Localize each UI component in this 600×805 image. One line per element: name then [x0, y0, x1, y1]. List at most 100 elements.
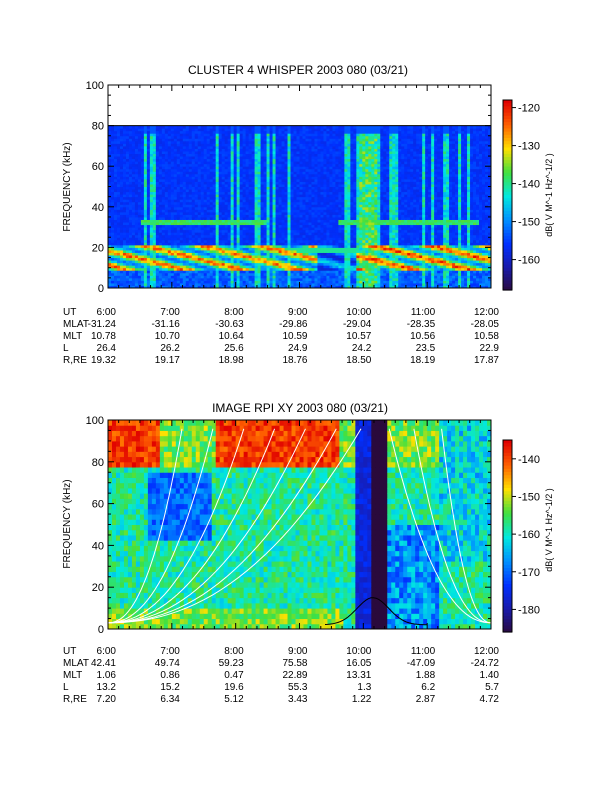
- spectrogram-cell: [137, 204, 142, 208]
- spectrogram-cell: [290, 158, 295, 162]
- spectrogram-cell: [242, 244, 247, 248]
- spectrogram-cell: [233, 249, 238, 253]
- spectrogram-cell: [167, 171, 172, 175]
- spectrogram-cell: [269, 178, 274, 182]
- spectrogram-cell: [221, 130, 226, 134]
- spectrogram-cell: [122, 199, 127, 203]
- spectrogram-cell: [125, 166, 130, 170]
- spectrogram-cell: [137, 282, 142, 286]
- spectrogram-cell: [158, 242, 163, 246]
- spectrogram-cell: [242, 181, 247, 185]
- spectrogram-cell: [131, 161, 136, 165]
- spectrogram-cell: [116, 183, 121, 187]
- spectrogram-cell: [155, 262, 160, 266]
- spectrogram-cell: [194, 125, 199, 129]
- spectrogram-cell: [143, 219, 148, 223]
- spectrogram-cell: [158, 229, 163, 233]
- spectrogram-cell: [122, 201, 127, 205]
- spectrogram-cell: [173, 204, 178, 208]
- spectrogram-cell: [125, 232, 130, 236]
- spectrogram-cell: [245, 267, 250, 271]
- spectrogram-cell: [122, 262, 127, 266]
- spectrogram-cell: [296, 229, 300, 233]
- spectrogram-cell: [215, 255, 220, 259]
- spectrogram-cell: [188, 168, 193, 172]
- spectrogram-cell: [131, 163, 136, 167]
- spectrogram-cell: [212, 133, 217, 137]
- spectrogram-cell: [110, 125, 115, 129]
- spectrogram-cell: [224, 140, 229, 144]
- spectrogram-cell: [125, 244, 130, 248]
- spectrogram-cell: [122, 196, 127, 200]
- spectrogram-cell: [119, 227, 124, 231]
- spectrogram-cell: [293, 168, 298, 172]
- spectrogram-cell: [242, 130, 247, 134]
- spectrogram-cell: [248, 163, 253, 167]
- spectrogram-cell: [200, 191, 205, 195]
- spectrogram-cell: [197, 211, 202, 215]
- spectrogram-cell: [182, 186, 187, 190]
- spectrogram-cell: [158, 232, 163, 236]
- spectrogram-cell: [161, 173, 166, 177]
- spectrogram-cell: [266, 285, 271, 289]
- spectrogram-cell: [203, 239, 208, 243]
- spectrogram-cell: [245, 265, 250, 269]
- spectrogram-cell: [224, 158, 229, 162]
- spectrogram-cell: [200, 166, 205, 170]
- spectrogram-cell: [218, 189, 223, 193]
- spectrogram-cell: [248, 166, 253, 170]
- spectrogram-cell: [140, 234, 145, 238]
- spectrogram-cell: [263, 156, 268, 160]
- spectrogram-cell: [155, 206, 160, 210]
- spectrogram-cell: [125, 285, 130, 289]
- spectrogram-cell: [212, 227, 217, 231]
- spectrogram-cell: [173, 133, 178, 137]
- spectrogram-cell: [194, 156, 199, 160]
- spectrogram-cell: [233, 153, 238, 157]
- spectrogram-cell: [188, 204, 193, 208]
- spectrogram-cell: [275, 255, 280, 259]
- spectrogram-cell: [197, 270, 202, 274]
- spectrogram-cell: [110, 153, 115, 157]
- spectrogram-cell: [212, 222, 217, 226]
- spectrogram-cell: [242, 255, 247, 259]
- spectrogram-cell: [140, 214, 145, 218]
- spectrogram-cell: [266, 199, 271, 203]
- spectrogram-cell: [257, 183, 262, 187]
- spectrogram-cell: [275, 282, 280, 286]
- spectrogram-cell: [155, 163, 160, 167]
- spectrogram-cell: [233, 224, 238, 228]
- spectrogram-cell: [284, 178, 289, 182]
- spectrogram-cell: [257, 252, 262, 256]
- spectrogram-cell: [215, 166, 220, 170]
- spectrogram-cell: [176, 171, 181, 175]
- spectrogram-cell: [149, 206, 154, 210]
- spectrogram-cell: [215, 145, 220, 149]
- spectrogram-cell: [272, 194, 277, 198]
- spectrogram-cell: [200, 262, 205, 266]
- spectrogram-cell: [119, 282, 124, 286]
- spectrogram-cell: [248, 265, 253, 269]
- spectrogram-cell: [242, 204, 247, 208]
- spectrogram-cell: [239, 275, 244, 279]
- spectrogram-cell: [293, 138, 298, 142]
- spectrogram-cell: [146, 244, 151, 248]
- spectrogram-cell: [116, 196, 121, 200]
- spectrogram-cell: [257, 262, 262, 266]
- spectrogram-cell: [293, 219, 298, 223]
- spectrogram-cell: [116, 171, 121, 175]
- spectrogram-cell: [143, 239, 148, 243]
- spectrogram-cell: [218, 130, 223, 134]
- spectrogram-cell: [152, 216, 157, 220]
- spectrogram-cell: [134, 257, 139, 261]
- spectrogram-cell: [290, 125, 295, 129]
- spectrogram-cell: [296, 171, 300, 175]
- spectrogram-cell: [236, 140, 241, 144]
- spectrogram-cell: [242, 158, 247, 162]
- spectrogram-cell: [254, 168, 259, 172]
- spectrogram-cell: [161, 222, 166, 226]
- spectrogram-cell: [131, 201, 136, 205]
- spectrogram-cell: [128, 166, 133, 170]
- spectrogram-cell: [284, 128, 289, 132]
- spectrogram-cell: [224, 229, 229, 233]
